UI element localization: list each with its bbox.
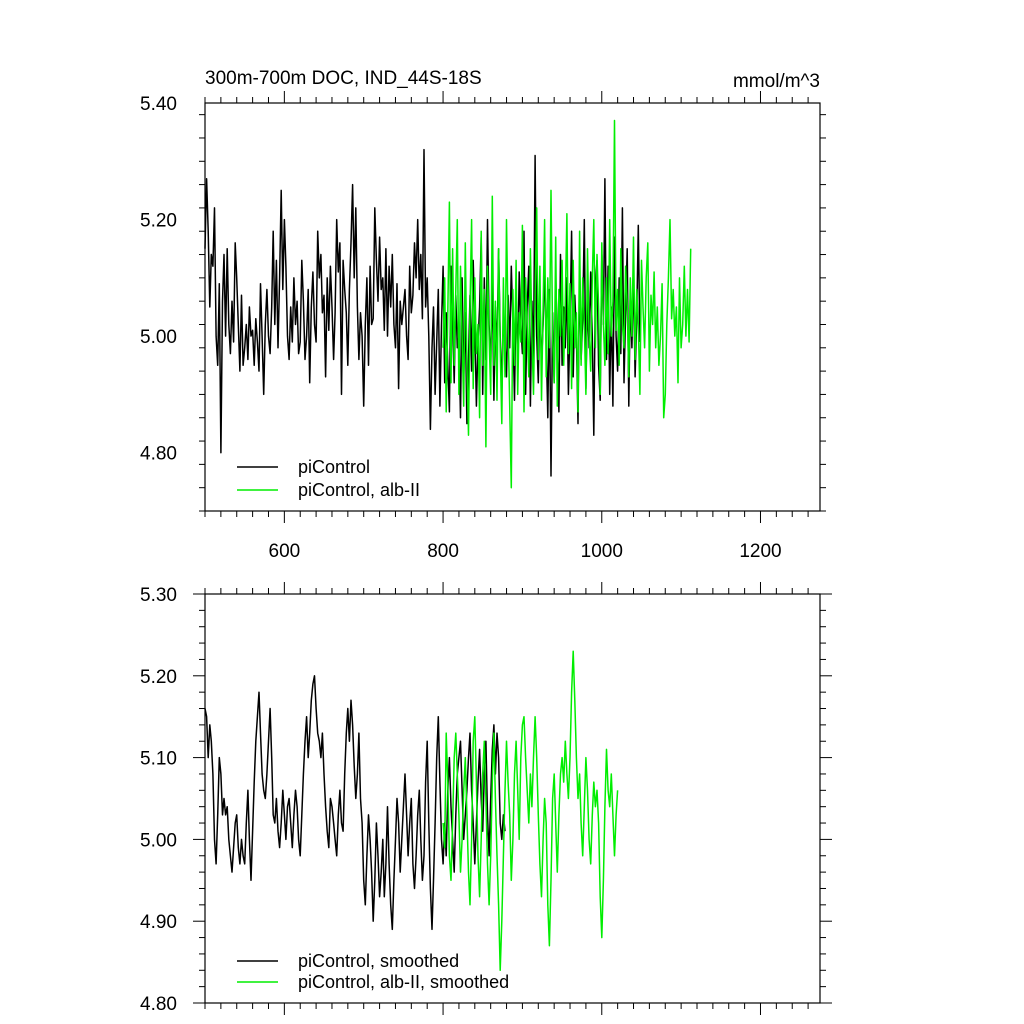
x-tick-label: 600 [269,541,301,562]
plot-frame [204,102,821,512]
x-tick-label: 1000 [581,541,623,562]
y-tick-label: 4.80 [140,994,177,1015]
series-line-1 [204,675,506,931]
series-line-2 [442,650,619,972]
unit-label: mmol/m^3 [733,71,820,92]
x-tick-label: 800 [427,541,459,562]
top-panel: 600 800 1000 1200 4.80 5.00 5.20 5.40 piControl p… [140,91,826,562]
y-tick-label: 5.20 [140,667,177,688]
legend-label: piControl, alb-II [298,480,420,500]
x-tick-label: 1200 [739,541,781,562]
bottom-panel: 4.80 4.90 5.00 5.10 5.20 5.30 piControl, smoot… [140,582,832,1015]
plot-frame [204,593,821,1004]
y-tick-label: 5.00 [140,830,177,851]
y-tick-label: 5.00 [140,327,177,348]
chart-title: 300m-700m DOC, IND_44S-18S [205,68,482,89]
legend-label: piControl, smoothed [298,951,459,971]
y-tick-label: 5.20 [140,211,177,232]
y-tick-label: 5.40 [140,94,177,115]
legend-label: piControl, alb-II, smoothed [298,972,509,992]
y-tick-label: 5.10 [140,749,177,770]
y-tick-label: 4.90 [140,912,177,933]
y-tick-label: 5.30 [140,585,177,606]
y-tick-label: 4.80 [140,444,177,465]
legend-label: piControl [298,457,370,477]
series-line-2 [442,119,692,489]
